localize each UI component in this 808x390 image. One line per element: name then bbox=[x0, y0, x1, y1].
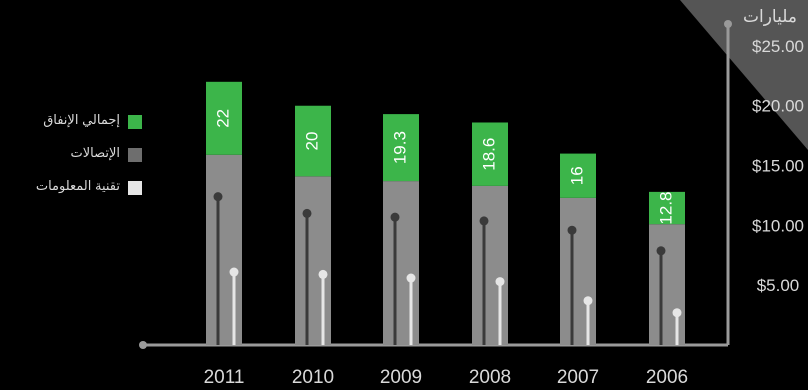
y-tick-label: $5.00 bbox=[757, 276, 800, 295]
x-tick-label: 2007 bbox=[557, 367, 599, 388]
x-tick-label: 2010 bbox=[292, 367, 334, 388]
legend-item-telecom: الإتصالات bbox=[0, 145, 150, 163]
bar-telecom bbox=[649, 224, 685, 345]
bar-telecom bbox=[206, 154, 242, 345]
x-tick-label: 2006 bbox=[646, 367, 688, 388]
x-tick-label: 2008 bbox=[469, 367, 511, 388]
bar-total bbox=[560, 153, 596, 198]
bar-telecom bbox=[472, 185, 508, 345]
bar-total bbox=[649, 191, 685, 225]
data-label-total: 18.6 bbox=[479, 138, 498, 171]
legend-label-telecom: الإتصالات bbox=[70, 145, 120, 160]
y-tick-label: $25.00 bbox=[752, 37, 804, 56]
x-tick-label: 2009 bbox=[380, 367, 422, 388]
legend-swatch-it bbox=[128, 181, 142, 195]
bar-telecom bbox=[295, 176, 331, 345]
bar-total bbox=[206, 81, 242, 155]
y-tick-label: $10.00 bbox=[752, 216, 804, 235]
y-tick-label: $15.00 bbox=[752, 157, 804, 176]
legend-swatch-telecom bbox=[128, 148, 142, 162]
legend-label-it: تقنية المعلومات bbox=[35, 178, 120, 193]
stick-it-dot bbox=[583, 296, 593, 306]
data-label-total: 20 bbox=[302, 132, 321, 151]
y-axis-end-dot bbox=[724, 20, 732, 28]
stick-telecom-dot bbox=[656, 246, 666, 256]
stick-it-dot bbox=[672, 308, 682, 318]
y-tick-label: $20.00 bbox=[752, 97, 804, 116]
legend-item-it: تقنية المعلومات bbox=[0, 178, 150, 196]
stick-telecom-dot bbox=[213, 192, 223, 202]
stick-it-dot bbox=[318, 269, 328, 279]
stick-telecom-dot bbox=[479, 216, 489, 226]
legend-item-total: إجمالي الإنفاق bbox=[0, 112, 150, 130]
data-label-total: 12.8 bbox=[656, 191, 675, 224]
x-axis-end-dot bbox=[139, 341, 147, 349]
legend-label-total: إجمالي الإنفاق bbox=[43, 112, 120, 127]
stick-telecom-dot bbox=[390, 212, 400, 222]
data-label-total: 16 bbox=[567, 166, 586, 185]
x-tick-label: 2011 bbox=[204, 367, 245, 388]
bar-total bbox=[383, 114, 419, 182]
y-unit-label: مليارات bbox=[743, 7, 797, 27]
stick-telecom-dot bbox=[567, 225, 577, 235]
stick-it-dot bbox=[229, 267, 239, 277]
data-label-total: 19.3 bbox=[390, 131, 409, 164]
stick-telecom-dot bbox=[302, 208, 312, 218]
bar-total bbox=[472, 122, 508, 186]
legend-swatch-total bbox=[128, 115, 142, 129]
bar-telecom bbox=[383, 181, 419, 345]
data-label-total: 22 bbox=[213, 109, 232, 128]
bar-telecom bbox=[560, 197, 596, 345]
corner-decoration bbox=[680, 0, 808, 150]
bar-total bbox=[295, 105, 331, 177]
stick-it-dot bbox=[406, 273, 416, 283]
stick-it-dot bbox=[495, 277, 505, 287]
legend: إجمالي الإنفاق الإتصالات تقنية المعلومات bbox=[0, 112, 150, 195]
